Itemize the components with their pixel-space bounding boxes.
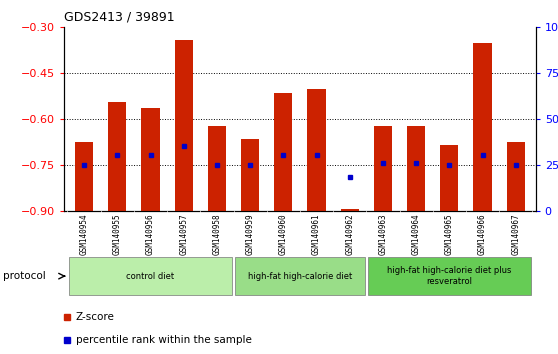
Text: GSM140957: GSM140957 [179,213,188,255]
Text: Z-score: Z-score [76,312,115,322]
Bar [175,40,193,211]
Bar [108,102,127,211]
Text: GDS2413 / 39891: GDS2413 / 39891 [64,11,175,24]
Text: GSM140954: GSM140954 [80,213,89,255]
Bar [507,142,525,211]
Bar [340,209,359,211]
Text: GSM140961: GSM140961 [312,213,321,255]
Text: high-fat high-calorie diet plus
resveratrol: high-fat high-calorie diet plus resverat… [387,267,512,286]
Text: GSM140964: GSM140964 [412,213,421,255]
Bar [208,126,226,211]
Text: GSM140959: GSM140959 [246,213,254,255]
FancyBboxPatch shape [235,257,365,295]
Bar [75,142,93,211]
FancyBboxPatch shape [69,257,232,295]
Bar [473,44,492,211]
Text: GSM140966: GSM140966 [478,213,487,255]
Bar [440,145,459,211]
Text: GSM140962: GSM140962 [345,213,354,255]
FancyBboxPatch shape [368,257,531,295]
Bar [274,92,292,211]
Bar [307,90,326,211]
Text: GSM140958: GSM140958 [213,213,222,255]
Bar [374,126,392,211]
Bar [407,126,425,211]
Text: GSM140956: GSM140956 [146,213,155,255]
Text: control diet: control diet [127,272,175,281]
Text: high-fat high-calorie diet: high-fat high-calorie diet [248,272,352,281]
Bar [241,138,259,211]
Text: GSM140955: GSM140955 [113,213,122,255]
Text: protocol: protocol [3,271,46,281]
Text: GSM140960: GSM140960 [279,213,288,255]
Text: GSM140965: GSM140965 [445,213,454,255]
Bar [141,108,160,211]
Text: GSM140967: GSM140967 [511,213,520,255]
Text: percentile rank within the sample: percentile rank within the sample [76,335,252,346]
Text: GSM140963: GSM140963 [378,213,387,255]
